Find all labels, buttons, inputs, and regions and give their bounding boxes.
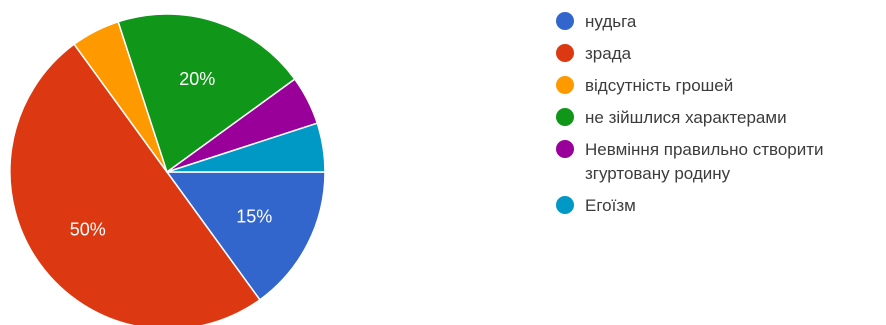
- legend-item: не зійшлися характерами: [556, 106, 882, 130]
- pie-chart: 15% 50% 20%: [9, 13, 326, 325]
- pie-slice: [166, 122, 326, 173]
- legend-label: не зійшлися характерами: [585, 108, 787, 127]
- pie-slice: [166, 171, 326, 301]
- legend-item: Невміння правильно створити згуртовану р…: [556, 138, 882, 186]
- legend-item: відсутність грошей: [556, 74, 882, 98]
- legend-item: нудьга: [556, 10, 882, 34]
- legend-item: Егоїзм: [556, 194, 882, 218]
- slice-data-label: 15%: [236, 206, 272, 226]
- legend-label: відсутність грошей: [585, 76, 734, 95]
- legend-label: Невміння правильно створити згуртовану р…: [585, 140, 824, 183]
- legend-label: Егоїзм: [585, 196, 636, 215]
- pie-slice: [9, 43, 261, 325]
- legend-swatch: [556, 196, 574, 214]
- chart-legend: нудьга зрада відсутність грошей не зійшлися…: [556, 10, 882, 226]
- legend-label: зрада: [585, 44, 632, 63]
- legend-item: зрада: [556, 42, 882, 66]
- legend-label: нудьга: [585, 12, 637, 31]
- legend-swatch: [556, 76, 574, 94]
- slice-data-label: 50%: [70, 220, 106, 240]
- pie-slice: [117, 13, 296, 173]
- legend-swatch: [556, 44, 574, 62]
- legend-swatch: [556, 12, 574, 30]
- slice-data-label: 20%: [179, 69, 215, 89]
- legend-swatch: [556, 108, 574, 126]
- legend-swatch: [556, 140, 574, 158]
